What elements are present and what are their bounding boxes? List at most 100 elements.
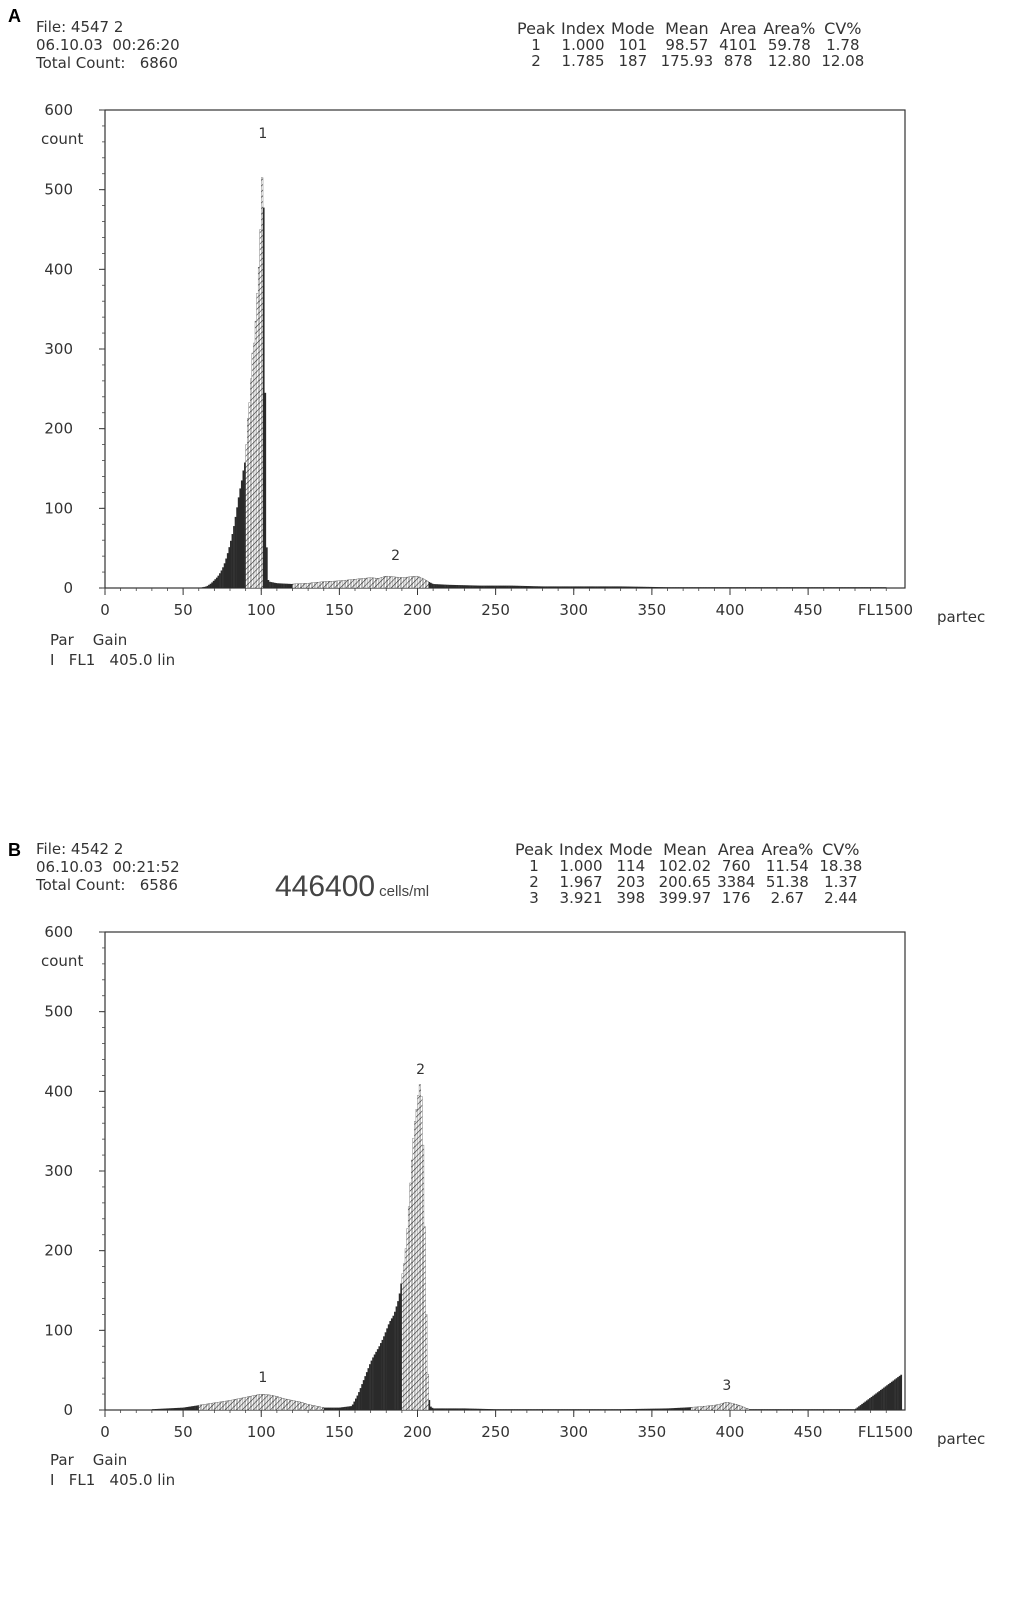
- histogram-bar: [768, 1409, 770, 1410]
- histogram-bar: [516, 586, 518, 588]
- histogram-bar: [710, 587, 712, 588]
- histogram-bar: [680, 1408, 682, 1410]
- histogram-bar: [550, 586, 552, 588]
- histogram-bar: [880, 587, 882, 588]
- histogram-bar: [661, 1408, 663, 1410]
- histogram-bar: [535, 586, 537, 588]
- histogram-bar: [636, 1409, 638, 1410]
- x-tick-label: 250: [481, 601, 510, 619]
- histogram-bar: [610, 586, 612, 588]
- histogram-bar: [571, 1409, 573, 1410]
- histogram-bar: [452, 1408, 454, 1410]
- histogram-bar: [502, 586, 504, 588]
- histogram-bar: [464, 1408, 466, 1410]
- histogram-bar: [585, 1409, 587, 1410]
- histogram-bar: [555, 586, 557, 588]
- footer-header: Par Gain: [50, 1450, 175, 1470]
- histogram-bar: [758, 1409, 760, 1410]
- histogram-bar: [777, 587, 779, 588]
- histogram-bar: [863, 587, 865, 588]
- histogram-bar: [500, 1409, 502, 1410]
- histogram-bar: [539, 1409, 541, 1410]
- histogram-bar: [225, 559, 227, 588]
- histogram-bar: [232, 534, 234, 588]
- histogram-bar: [161, 1409, 163, 1410]
- histogram-bar: [802, 587, 804, 588]
- histogram-bar: [832, 1409, 834, 1410]
- histogram-bar: [780, 1409, 782, 1410]
- histogram-bar: [597, 586, 599, 588]
- histogram-bar: [800, 1409, 802, 1410]
- x-tick-label: 450: [794, 1423, 823, 1441]
- y-tick-label: 400: [44, 1082, 73, 1100]
- x-tick-label: 0: [100, 601, 110, 619]
- histogram-bar: [549, 586, 551, 588]
- histogram-bar: [661, 587, 663, 588]
- histogram-bar: [449, 585, 451, 588]
- histogram-bar: [521, 1409, 523, 1410]
- histogram-bar: [480, 1409, 482, 1410]
- histogram-bar: [577, 586, 579, 588]
- histogram-bar: [474, 1409, 476, 1410]
- histogram-bar: [821, 1409, 823, 1410]
- histogram-bar: [433, 1408, 435, 1410]
- histogram-bar: [275, 583, 277, 588]
- histogram-bar: [239, 488, 241, 588]
- histogram-bar: [657, 587, 659, 588]
- histogram-bar: [880, 1390, 882, 1410]
- histogram-bar: [843, 587, 845, 588]
- histogram-bar: [289, 584, 291, 588]
- histogram-bar: [268, 580, 270, 588]
- histogram-bar: [675, 1408, 677, 1410]
- x-tick-label: 400: [716, 1423, 745, 1441]
- histogram-bar: [755, 587, 757, 588]
- histogram-bar: [439, 584, 441, 588]
- histogram-bar: [261, 178, 263, 588]
- histogram-bar: [288, 584, 290, 588]
- histogram-bar: [611, 1409, 613, 1410]
- histogram-bar: [652, 587, 654, 588]
- y-tick-label: 500: [44, 1003, 73, 1021]
- histogram-bar: [771, 587, 773, 588]
- histogram-bar: [186, 1407, 188, 1410]
- histogram-bar: [493, 586, 495, 588]
- histogram-bar: [269, 582, 271, 588]
- histogram-bar: [778, 587, 780, 588]
- histogram-bar: [797, 1409, 799, 1410]
- histogram-bar: [850, 1409, 852, 1410]
- histogram-bar: [388, 1324, 390, 1410]
- histogram-bar: [343, 1407, 345, 1410]
- histogram-bar: [477, 586, 479, 588]
- histogram-bar: [502, 1409, 504, 1410]
- histogram-bar: [563, 1409, 565, 1410]
- histogram-bar: [160, 1409, 162, 1410]
- gain-footer: Par Gain I FL1 405.0 lin: [50, 1450, 175, 1490]
- x-tick-label: 350: [638, 601, 667, 619]
- x-axis-end-label: FL1500: [858, 601, 913, 619]
- histogram-bar: [525, 586, 527, 588]
- histogram-bar: [608, 586, 610, 588]
- histogram-bar: [394, 1312, 396, 1410]
- histogram-bar: [461, 1408, 463, 1410]
- histogram-bar: [788, 587, 790, 588]
- histogram-bar: [349, 1406, 351, 1410]
- histogram-bar: [428, 582, 430, 588]
- histogram-bar: [183, 1407, 185, 1410]
- histogram-bar: [496, 1409, 498, 1410]
- histogram-bar: [536, 586, 538, 588]
- histogram-bar: [455, 585, 457, 588]
- histogram-bar: [611, 586, 613, 588]
- histogram-bar: [793, 1409, 795, 1410]
- histogram-bar: [443, 1408, 445, 1410]
- histogram-bar: [569, 586, 571, 588]
- histogram-bar: [272, 582, 274, 588]
- histogram-bar: [577, 1409, 579, 1410]
- histogram-bar: [625, 1409, 627, 1410]
- histogram-bar: [747, 1409, 749, 1410]
- histogram-bar: [485, 586, 487, 588]
- histogram-bar: [478, 1409, 480, 1410]
- histogram-bar: [678, 587, 680, 588]
- histogram-bar: [866, 1400, 868, 1410]
- histogram-bar: [849, 587, 851, 588]
